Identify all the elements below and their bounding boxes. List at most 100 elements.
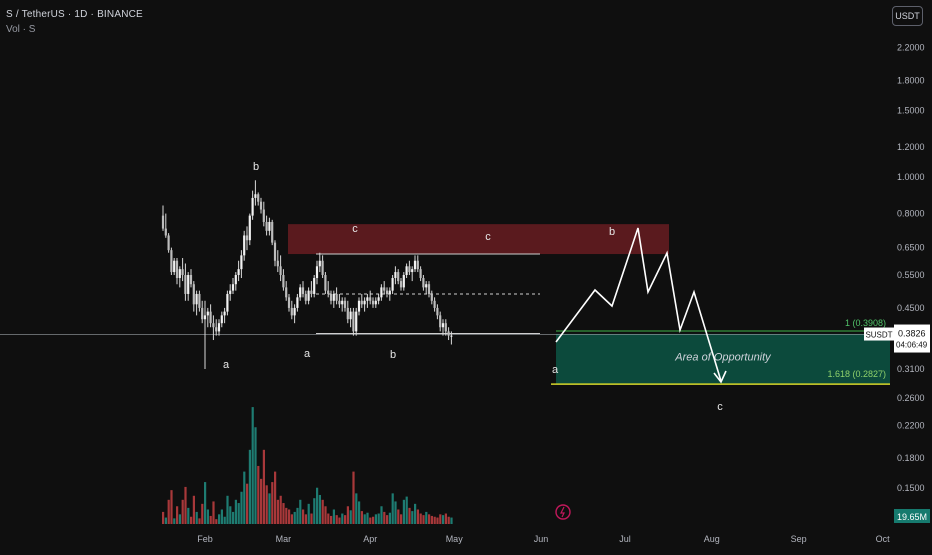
volume-bar [279, 495, 282, 524]
volume-bar [296, 507, 299, 524]
candle-body [215, 327, 218, 332]
candle-body [388, 290, 391, 294]
volume-bar [433, 516, 436, 524]
price-axis[interactable]: 2.2000 1.8000 1.5000 1.2000 1.0000 0.8000 0.65… [864, 43, 930, 523]
candle-body [371, 300, 375, 305]
candle-body [181, 269, 184, 276]
candle-body [363, 300, 366, 305]
volume-bar [276, 499, 279, 524]
projection-arrowhead [713, 370, 727, 384]
candle-body [304, 293, 307, 301]
volume-bar [218, 514, 221, 524]
candle-body [293, 307, 296, 316]
candle-body [335, 293, 338, 301]
volume-bar [254, 427, 257, 524]
currency-unit-button[interactable]: USDT [892, 6, 923, 26]
symbol-tag: SUSDT [865, 331, 892, 340]
volume-bar [257, 465, 260, 524]
candle-body [170, 250, 173, 273]
volume-bar [164, 517, 167, 524]
volume-bar [265, 485, 268, 524]
candle-body [385, 290, 389, 294]
price-tag-bg [894, 324, 930, 353]
wave-label: b [390, 349, 396, 361]
candle-body [416, 260, 419, 270]
volume-bar [282, 503, 285, 524]
volume-bar [262, 449, 265, 524]
volume-bar [290, 514, 293, 524]
symbol-title[interactable]: S / TetherUS · 1D · BINANCE [6, 9, 143, 20]
candle-body [307, 290, 310, 301]
x-tick-label: Jun [534, 534, 549, 544]
x-tick-label: Jul [619, 534, 631, 544]
candle-body [237, 269, 240, 276]
volume-bar [237, 503, 240, 524]
x-tick-label: Aug [704, 534, 720, 544]
volume-bar [198, 518, 201, 524]
volume-bar [240, 491, 243, 524]
candle-body [192, 284, 195, 305]
candle-body [257, 194, 260, 202]
volume-bar [414, 503, 417, 524]
volume-bar [330, 515, 333, 524]
x-tick-label: Apr [363, 534, 377, 544]
volume-bar [411, 511, 414, 524]
candle-body [234, 275, 237, 285]
candle-body [374, 300, 377, 305]
volume-bar [223, 516, 226, 524]
volume-bar [400, 514, 403, 524]
x-tick-label: Sep [791, 534, 807, 544]
y-tick-label: 1.2000 [897, 142, 925, 152]
candle-body [318, 260, 321, 267]
volume-bar [442, 515, 445, 524]
volume-bar [388, 512, 391, 524]
candle-body [324, 275, 327, 291]
volume-bar [377, 513, 380, 524]
volume-bar [352, 471, 355, 524]
candle-body [349, 311, 352, 320]
volume-bar [450, 517, 453, 524]
candle-body [357, 300, 361, 312]
candle-body [187, 275, 190, 294]
volume-bar [176, 506, 179, 524]
candle-body [436, 307, 439, 316]
volume-bar [187, 507, 190, 524]
candle-body [399, 281, 403, 288]
volume-bar [321, 499, 324, 524]
candle-body [301, 287, 305, 294]
volume-bar [234, 499, 237, 524]
volume-bar [439, 514, 442, 524]
candle-body [352, 311, 355, 332]
y-tick-label: 0.1500 [897, 483, 925, 493]
volume-bar [271, 482, 274, 524]
volume-bar [248, 449, 251, 524]
candle-body [313, 278, 316, 294]
zones: Area of Opportunity [288, 224, 890, 385]
x-tick-label: May [446, 534, 464, 544]
volume-bar [293, 511, 296, 524]
time-axis[interactable]: Feb Mar Apr May Jun Jul Aug Sep Oct [197, 504, 890, 544]
volume-bar [206, 509, 209, 524]
candle-body [360, 300, 363, 305]
candle-body [212, 323, 215, 328]
volume-bar [380, 506, 383, 524]
volume-bar [447, 516, 450, 524]
fib-1-label: 1 (0.3908) [845, 318, 886, 328]
candle-body [245, 235, 249, 241]
wave-label: a [552, 364, 559, 376]
volume-bar [338, 517, 341, 524]
symbol-tag-bg [864, 327, 894, 341]
candle-body [355, 311, 358, 332]
candle-body [397, 272, 400, 282]
candle-body [161, 215, 165, 229]
candle-body [380, 287, 383, 298]
volume-bar [318, 494, 321, 524]
volume-bar [394, 501, 397, 524]
volume-bar [397, 509, 400, 524]
candle-body [315, 266, 319, 279]
zone-label: Area of Opportunity [674, 351, 772, 363]
candle-body [279, 266, 282, 276]
volume-bar [372, 516, 375, 524]
